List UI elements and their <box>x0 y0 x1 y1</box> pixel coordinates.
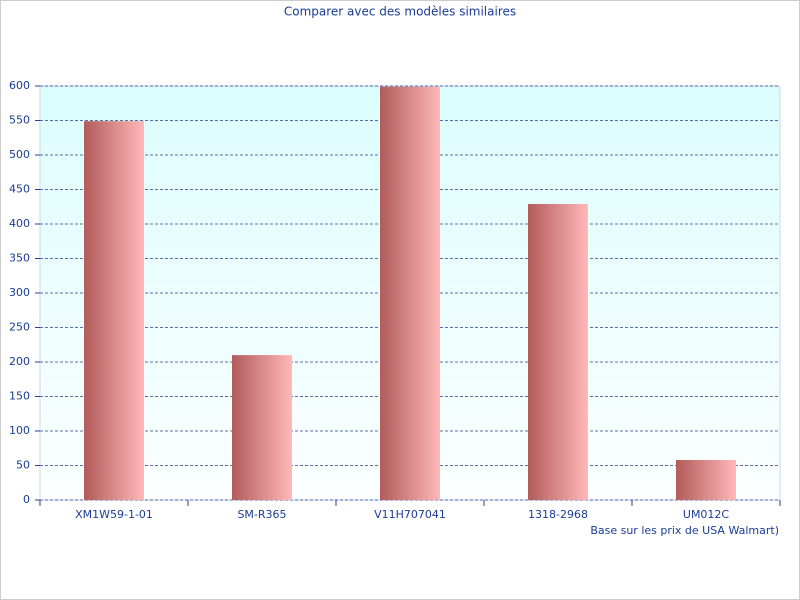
y-tick-label: 550 <box>9 114 30 127</box>
y-tick-label: 150 <box>9 390 30 403</box>
y-tick-label: 250 <box>9 321 30 334</box>
y-tick-label: 400 <box>9 217 30 230</box>
y-tick-label: 450 <box>9 183 30 196</box>
y-tick-label: 200 <box>9 355 30 368</box>
bar <box>232 355 292 500</box>
bar <box>380 86 440 500</box>
y-tick-label: 600 <box>9 79 30 92</box>
y-tick-label: 350 <box>9 252 30 265</box>
x-tick-label: SM-R365 <box>237 508 286 521</box>
x-tick-label: XM1W59-1-01 <box>75 508 153 521</box>
bar <box>84 121 144 500</box>
bar <box>676 459 736 500</box>
chart-title: Comparer avec des modèles similaires <box>284 5 516 19</box>
y-tick-label: 500 <box>9 148 30 161</box>
y-tick-label: 100 <box>9 424 30 437</box>
y-tick-label: 300 <box>9 286 30 299</box>
x-tick-label: V11H707041 <box>374 508 446 521</box>
note: Base sur les prix de USA Walmart) <box>590 524 779 537</box>
y-tick-label: 0 <box>23 493 30 506</box>
x-tick-label: UM012C <box>683 508 730 521</box>
y-tick-label: 50 <box>16 459 30 472</box>
bar <box>528 203 588 501</box>
x-tick-label: 1318-2968 <box>528 508 588 521</box>
